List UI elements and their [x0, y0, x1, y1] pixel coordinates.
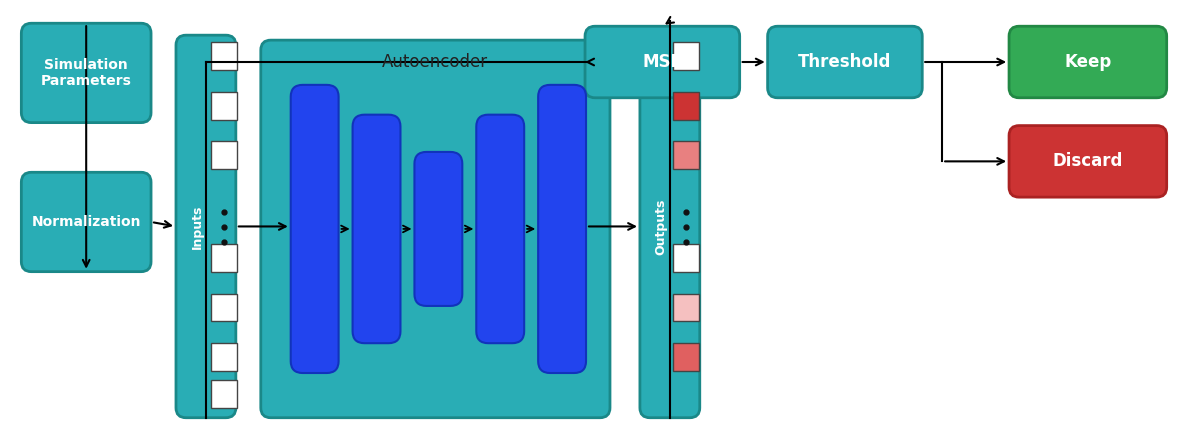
Text: Inputs: Inputs [191, 204, 204, 249]
FancyBboxPatch shape [290, 85, 338, 373]
FancyBboxPatch shape [538, 85, 586, 373]
FancyBboxPatch shape [1009, 26, 1166, 98]
Text: Discard: Discard [1052, 153, 1123, 170]
Text: Normalization: Normalization [31, 215, 140, 229]
FancyBboxPatch shape [768, 26, 923, 98]
Text: Outputs: Outputs [654, 198, 667, 255]
Text: MSE: MSE [642, 53, 683, 71]
FancyBboxPatch shape [260, 40, 610, 418]
Text: Simulation: Simulation [44, 58, 128, 72]
Bar [211, 244, 236, 272]
Bar [211, 92, 236, 120]
FancyBboxPatch shape [22, 172, 151, 272]
Bar [211, 142, 236, 169]
FancyBboxPatch shape [22, 23, 151, 123]
FancyBboxPatch shape [1009, 125, 1166, 197]
FancyBboxPatch shape [414, 152, 462, 306]
Bar [673, 92, 698, 120]
Bar [211, 380, 236, 408]
Text: Threshold: Threshold [798, 53, 892, 71]
FancyBboxPatch shape [640, 35, 700, 418]
Bar [673, 244, 698, 272]
Bar [211, 42, 236, 70]
Bar [673, 294, 698, 321]
Bar [673, 142, 698, 169]
Bar [673, 42, 698, 70]
FancyBboxPatch shape [176, 35, 236, 418]
FancyBboxPatch shape [353, 114, 401, 343]
Bar [673, 343, 698, 371]
Bar [211, 294, 236, 321]
Text: Keep: Keep [1064, 53, 1111, 71]
Bar [211, 343, 236, 371]
FancyBboxPatch shape [586, 26, 739, 98]
Text: Parameters: Parameters [41, 74, 132, 88]
Text: Autoencoder: Autoencoder [383, 53, 488, 71]
FancyBboxPatch shape [476, 114, 524, 343]
